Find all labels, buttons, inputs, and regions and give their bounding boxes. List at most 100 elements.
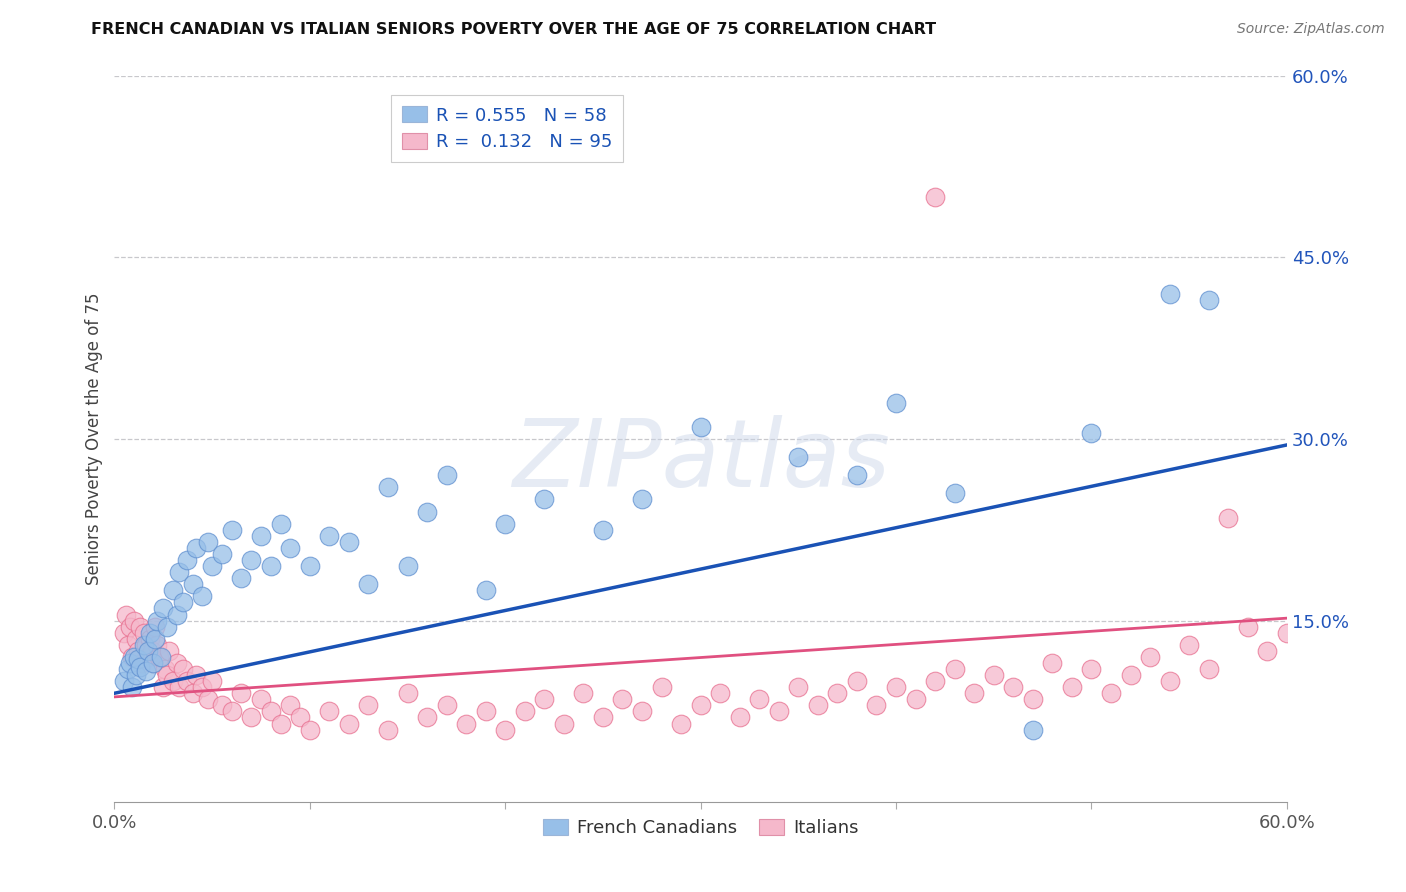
Point	[1236, 620, 1258, 634]
Point	[117, 638, 139, 652]
Point	[150, 649, 173, 664]
Point	[651, 680, 673, 694]
Point	[631, 492, 654, 507]
Point	[963, 686, 986, 700]
Point	[181, 686, 204, 700]
Point	[689, 419, 711, 434]
Point	[136, 644, 159, 658]
Point	[156, 620, 179, 634]
Point	[1256, 644, 1278, 658]
Point	[135, 638, 157, 652]
Point	[337, 716, 360, 731]
Point	[318, 705, 340, 719]
Point	[416, 505, 439, 519]
Point	[176, 553, 198, 567]
Point	[474, 705, 496, 719]
Point	[884, 395, 907, 409]
Point	[162, 674, 184, 689]
Point	[924, 189, 946, 203]
Point	[983, 668, 1005, 682]
Point	[436, 698, 458, 713]
Point	[145, 632, 167, 646]
Point	[943, 662, 966, 676]
Point	[288, 710, 311, 724]
Point	[118, 620, 141, 634]
Point	[357, 698, 380, 713]
Point	[533, 692, 555, 706]
Point	[155, 662, 177, 676]
Point	[669, 716, 692, 731]
Point	[592, 710, 614, 724]
Point	[122, 614, 145, 628]
Point	[768, 705, 790, 719]
Point	[201, 674, 224, 689]
Point	[136, 649, 159, 664]
Point	[787, 680, 810, 694]
Point	[337, 534, 360, 549]
Point	[138, 632, 160, 646]
Point	[191, 680, 214, 694]
Point	[152, 601, 174, 615]
Point	[709, 686, 731, 700]
Point	[176, 674, 198, 689]
Point	[533, 492, 555, 507]
Point	[474, 583, 496, 598]
Point	[1159, 674, 1181, 689]
Legend: French Canadians, Italians: French Canadians, Italians	[536, 812, 866, 844]
Point	[221, 523, 243, 537]
Point	[197, 692, 219, 706]
Point	[270, 716, 292, 731]
Point	[1218, 510, 1240, 524]
Point	[904, 692, 927, 706]
Point	[298, 559, 321, 574]
Point	[138, 625, 160, 640]
Point	[128, 659, 150, 673]
Point	[807, 698, 830, 713]
Point	[156, 668, 179, 682]
Point	[377, 723, 399, 737]
Point	[787, 450, 810, 464]
Point	[924, 674, 946, 689]
Point	[122, 649, 145, 664]
Point	[121, 680, 143, 694]
Point	[250, 529, 273, 543]
Point	[186, 668, 208, 682]
Point	[278, 698, 301, 713]
Point	[125, 632, 148, 646]
Point	[884, 680, 907, 694]
Point	[1119, 668, 1142, 682]
Point	[827, 686, 849, 700]
Point	[148, 649, 170, 664]
Point	[748, 692, 770, 706]
Point	[191, 590, 214, 604]
Point	[592, 523, 614, 537]
Point	[1315, 571, 1337, 585]
Point	[436, 468, 458, 483]
Point	[141, 644, 163, 658]
Point	[1099, 686, 1122, 700]
Point	[112, 625, 135, 640]
Point	[1295, 601, 1317, 615]
Point	[186, 541, 208, 555]
Point	[121, 649, 143, 664]
Point	[416, 710, 439, 724]
Point	[689, 698, 711, 713]
Text: Source: ZipAtlas.com: Source: ZipAtlas.com	[1237, 22, 1385, 37]
Point	[572, 686, 595, 700]
Point	[728, 710, 751, 724]
Point	[181, 577, 204, 591]
Point	[145, 620, 167, 634]
Point	[553, 716, 575, 731]
Point	[152, 680, 174, 694]
Text: ZIPatlas: ZIPatlas	[512, 415, 890, 506]
Point	[631, 705, 654, 719]
Point	[845, 468, 868, 483]
Point	[456, 716, 478, 731]
Point	[146, 638, 169, 652]
Point	[513, 705, 536, 719]
Point	[270, 516, 292, 531]
Y-axis label: Seniors Poverty Over the Age of 75: Seniors Poverty Over the Age of 75	[86, 293, 103, 585]
Point	[1040, 656, 1063, 670]
Point	[494, 723, 516, 737]
Point	[260, 705, 283, 719]
